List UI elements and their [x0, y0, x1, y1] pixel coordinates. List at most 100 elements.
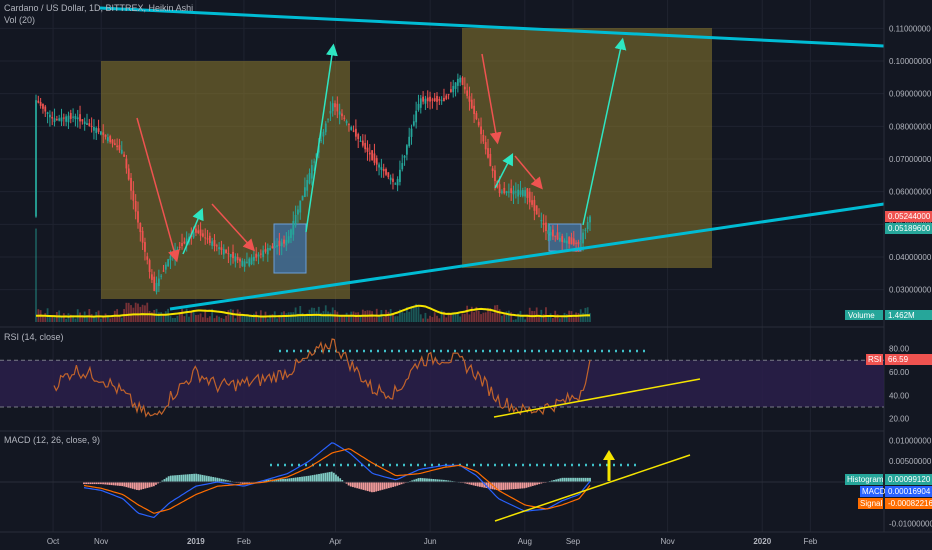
up-arrow-1[interactable]: [182, 207, 204, 255]
volume-bar: [262, 316, 265, 322]
resistance-trendline[interactable]: [99, 6, 885, 48]
macd-trendline[interactable]: [494, 454, 691, 522]
candle-body: [450, 89, 452, 92]
macd-histogram-bar: [447, 480, 450, 482]
candle-body: [222, 249, 225, 255]
volume-bar: [496, 304, 499, 322]
candle-body: [538, 215, 540, 217]
macd-histogram-bar: [199, 474, 202, 482]
macd-histogram-bar: [470, 482, 473, 485]
candle-body: [380, 167, 383, 170]
candle-body: [542, 222, 545, 226]
macd-histogram-bar: [567, 477, 570, 482]
candle-body: [197, 230, 200, 233]
macd-histogram-bar: [578, 477, 581, 482]
candle-body: [589, 216, 591, 223]
macd-histogram-bar: [572, 477, 574, 482]
candle-body: [169, 255, 172, 261]
macd-histogram-bar: [580, 477, 583, 482]
candle-body: [487, 148, 489, 158]
macd-histogram-bar: [140, 482, 143, 490]
volume-bar: [491, 313, 494, 322]
candle-body: [130, 177, 132, 191]
up-arrow-4[interactable]: [582, 37, 627, 226]
volume-bar: [208, 316, 211, 322]
volume-bar: [185, 308, 188, 322]
volume-bar: [487, 307, 489, 322]
macd-histogram-bar: [394, 482, 397, 487]
macd-histogram-bar: [203, 475, 206, 482]
volume-bar: [164, 311, 167, 322]
macd-histogram-bar: [152, 482, 155, 487]
macd-histogram-bar: [263, 480, 265, 482]
down-arrow-2[interactable]: [211, 203, 256, 252]
range-box-right[interactable]: [462, 28, 712, 268]
up-arrow-3[interactable]: [494, 153, 514, 189]
candle-body: [171, 253, 174, 257]
volume-bar: [354, 312, 357, 322]
volume-bar: [204, 309, 207, 322]
candle-body: [185, 238, 188, 246]
macd-histogram-bar: [165, 477, 168, 482]
volume-bar: [463, 313, 466, 322]
candle-body: [246, 261, 248, 263]
volume-bar: [301, 312, 304, 322]
up-arrow-2[interactable]: [305, 43, 338, 233]
macd-histogram-bar: [527, 482, 530, 488]
down-arrow-1[interactable]: [136, 117, 180, 263]
candle-body: [514, 191, 517, 193]
candle-body: [215, 245, 218, 247]
macd-histogram-bar: [436, 479, 439, 482]
volume-bar: [188, 316, 190, 322]
macd-histogram-bar: [576, 477, 579, 482]
candle-body: [178, 246, 181, 248]
macd-histogram-bar: [216, 477, 219, 482]
candle-body: [403, 155, 406, 158]
candle-body: [116, 145, 119, 148]
up-arrow-macd[interactable]: [603, 450, 615, 481]
candle-body: [280, 242, 283, 247]
volume-bar: [378, 316, 380, 322]
range-box-left[interactable]: [101, 61, 350, 299]
volume-bar: [211, 308, 214, 322]
volume-ma-line: [36, 304, 591, 318]
macd-histogram-bar: [540, 482, 543, 484]
macd-histogram-bar: [421, 478, 424, 482]
svg-text:-0.00082216: -0.00082216: [888, 499, 932, 508]
candle-body: [399, 169, 401, 182]
volume-bar: [134, 302, 137, 322]
candle-body: [113, 143, 116, 146]
candle-body: [74, 115, 77, 120]
volume-bar: [213, 318, 216, 322]
volume-bar: [53, 317, 56, 322]
volume-bar: [102, 317, 105, 322]
support-trendline[interactable]: [169, 202, 885, 311]
rsi-scale[interactable]: 80.00 60.00 40.00 20.00: [889, 345, 910, 424]
candle-body: [299, 200, 302, 213]
price-scale[interactable]: 0.11000000 0.10000000 0.09000000 0.08000000…: [889, 24, 932, 294]
macd-line: [83, 442, 591, 519]
candle-body: [348, 124, 350, 126]
candle-body: [83, 121, 86, 125]
rsi-trendline[interactable]: [493, 378, 701, 418]
accumulation-box-left[interactable]: [273, 223, 307, 274]
volume-bar: [250, 314, 253, 322]
volume-bar: [150, 312, 153, 322]
candle-body: [477, 121, 480, 126]
macd-histogram-bar: [550, 480, 553, 482]
candle-body: [79, 114, 81, 122]
down-arrow-4[interactable]: [514, 155, 543, 190]
volume-bar: [236, 309, 239, 322]
volume-bar: [392, 314, 394, 322]
candle-body: [308, 173, 311, 184]
macd-histogram-bar: [315, 474, 318, 482]
candle-body: [387, 172, 390, 178]
down-arrow-3[interactable]: [481, 53, 502, 145]
macd-histogram-bar: [356, 482, 359, 489]
macd-histogram-bar: [246, 482, 248, 484]
time-scale[interactable]: Oct Nov 2019 Feb Apr Jun Aug Sep Nov 2020 Feb: [47, 537, 818, 546]
candle-body: [278, 240, 281, 247]
macd-histogram-bar: [466, 482, 469, 484]
